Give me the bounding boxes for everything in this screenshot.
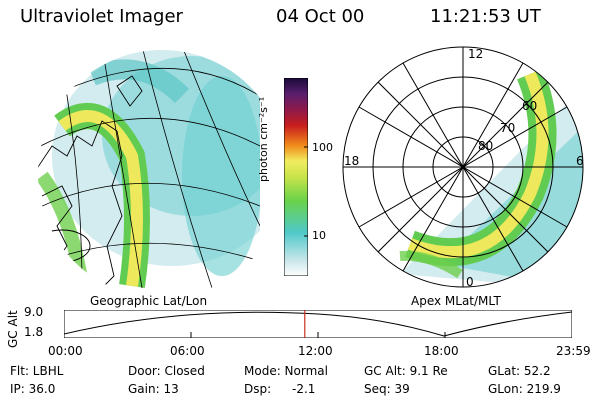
status-dsp-label: Dsp:	[244, 382, 272, 396]
geographic-image	[38, 50, 260, 288]
apex-polar-map: 12 18 6 0 80 70 60	[342, 46, 584, 289]
instrument-title: Ultraviolet Imager	[20, 6, 183, 27]
time-tick-1800: 18:00	[424, 344, 459, 358]
title-row: Ultraviolet Imager 04 Oct 00 11:21:53 UT	[0, 6, 600, 30]
time-tick-0600: 06:00	[170, 344, 205, 358]
observation-date: 04 Oct 00	[276, 6, 365, 27]
status-ip: IP: 36.0	[10, 382, 56, 396]
mlt-label-12: 12	[468, 47, 483, 61]
status-glon: GLon: 219.9	[488, 382, 561, 396]
orbit-timeline	[64, 310, 572, 338]
intensity-colorbar	[284, 78, 308, 276]
observation-time: 11:21:53 UT	[430, 6, 541, 27]
apex-caption: Apex MLat/MLT	[411, 294, 501, 308]
colorbar-label: photon cm⁻²s⁻¹	[257, 96, 270, 182]
colorbar-tick-10: 10	[312, 229, 326, 242]
status-seq: Seq: 39	[364, 382, 410, 396]
timeline-ymin: 1.8	[24, 325, 44, 339]
lat-label-60: 60	[522, 99, 537, 113]
colorbar-tick-100: 100	[312, 141, 333, 154]
status-gc-alt: GC Alt: 9.1 Re	[364, 364, 448, 378]
status-mode: Mode: Normal	[244, 364, 328, 378]
status-dsp-value: -2.1	[292, 382, 316, 396]
lat-label-80: 80	[478, 139, 493, 153]
time-tick-1200: 12:00	[298, 344, 333, 358]
status-door: Door: Closed	[128, 364, 205, 378]
status-glat: GLat: 52.2	[488, 364, 551, 378]
time-tick-0000: 00:00	[48, 344, 83, 358]
timeline-axis-label: GC Alt	[6, 310, 20, 348]
status-filter: Flt: LBHL	[10, 364, 64, 378]
timeline-ymax: 9.0	[24, 305, 44, 319]
status-gain: Gain: 13	[128, 382, 179, 396]
mlt-label-18: 18	[344, 154, 359, 168]
time-tick-2359: 23:59	[556, 344, 591, 358]
geographic-caption: Geographic Lat/Lon	[90, 294, 208, 308]
mlt-label-0: 0	[466, 275, 474, 289]
lat-label-70: 70	[500, 121, 515, 135]
mlt-label-6: 6	[576, 154, 584, 168]
geographic-map	[38, 50, 260, 288]
